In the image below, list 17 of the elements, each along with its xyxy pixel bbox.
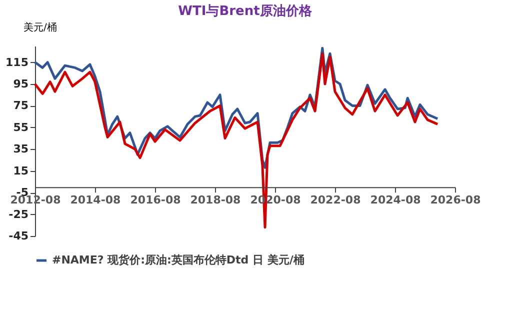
y-tick-label: 95 bbox=[13, 78, 28, 90]
y-tick-label: -25 bbox=[8, 208, 28, 221]
legend-label: #NAME? 现货价:原油:英国布伦特Dtd 日 美元/桶 bbox=[52, 254, 304, 266]
x-tick-label: 2024-08 bbox=[370, 194, 421, 207]
x-tick-label: 2022-08 bbox=[310, 194, 361, 207]
y-tick-label: 115 bbox=[6, 56, 28, 69]
x-tick-label: 2014-08 bbox=[70, 194, 121, 207]
y-tick-label: 55 bbox=[13, 120, 28, 134]
y-tick-label: -45 bbox=[8, 230, 28, 242]
x-tick-label: 2016-08 bbox=[130, 194, 181, 207]
y-tick-label: 35 bbox=[13, 142, 28, 156]
y-tick-label: 15 bbox=[13, 164, 28, 178]
x-tick-label: 2018-08 bbox=[190, 194, 241, 207]
x-tick-label: 2026-08 bbox=[430, 194, 481, 207]
y-tick-label: 75 bbox=[13, 99, 28, 112]
y-axis-title: 美元/桶 bbox=[24, 22, 57, 34]
chart-title: WTI与Brent原油价格 bbox=[178, 4, 313, 19]
